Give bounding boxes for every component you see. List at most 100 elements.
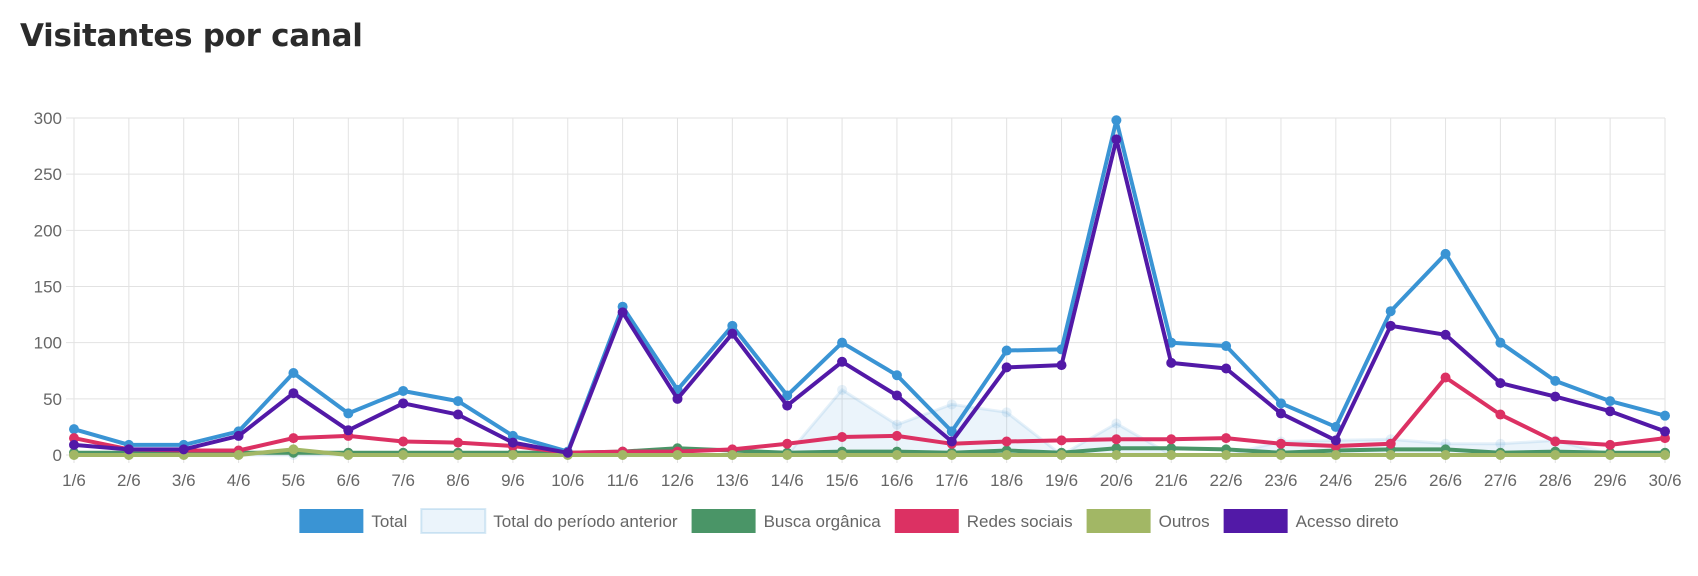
- data-point[interactable]: [1440, 372, 1451, 383]
- data-point[interactable]: [1056, 435, 1067, 446]
- legend-item-total-do-periodo-anterior[interactable]: Total do período anterior: [420, 508, 678, 534]
- legend-item-redes-sociais[interactable]: Redes sociais: [894, 509, 1073, 533]
- data-point[interactable]: [343, 408, 354, 419]
- legend-item-acesso-direto[interactable]: Acesso direto: [1223, 509, 1399, 533]
- data-point[interactable]: [1056, 450, 1067, 460]
- data-point[interactable]: [727, 328, 738, 339]
- data-point[interactable]: [1111, 434, 1122, 445]
- data-point[interactable]: [891, 370, 902, 381]
- data-point[interactable]: [288, 444, 299, 455]
- data-point[interactable]: [69, 439, 79, 450]
- data-point[interactable]: [1660, 426, 1670, 437]
- data-point[interactable]: [946, 399, 957, 410]
- data-point[interactable]: [1111, 134, 1122, 145]
- legend-item-total[interactable]: Total: [299, 509, 407, 533]
- data-point[interactable]: [1550, 391, 1561, 402]
- data-point[interactable]: [1495, 438, 1506, 449]
- data-point[interactable]: [233, 450, 244, 460]
- data-point[interactable]: [1660, 410, 1670, 421]
- data-point[interactable]: [1550, 450, 1561, 460]
- data-point[interactable]: [782, 450, 793, 460]
- data-point[interactable]: [1660, 450, 1670, 460]
- data-point[interactable]: [1605, 450, 1616, 460]
- data-point[interactable]: [1330, 435, 1341, 446]
- data-point[interactable]: [288, 433, 299, 444]
- data-point[interactable]: [1111, 418, 1122, 429]
- data-point[interactable]: [1385, 306, 1396, 317]
- data-point[interactable]: [1001, 345, 1012, 356]
- data-point[interactable]: [507, 437, 518, 448]
- data-point[interactable]: [1495, 450, 1506, 460]
- data-point[interactable]: [453, 396, 464, 407]
- data-point[interactable]: [453, 437, 464, 448]
- data-point[interactable]: [782, 400, 793, 411]
- data-point[interactable]: [1001, 450, 1012, 460]
- data-point[interactable]: [1275, 438, 1286, 449]
- data-point[interactable]: [562, 447, 573, 458]
- data-point[interactable]: [1001, 436, 1012, 447]
- chart-legend[interactable]: Total Total do período anterior Busca orgâ…: [299, 508, 1399, 534]
- data-point[interactable]: [1111, 450, 1122, 460]
- data-point[interactable]: [343, 450, 354, 460]
- data-point[interactable]: [1221, 341, 1232, 352]
- data-point[interactable]: [891, 450, 902, 460]
- data-point[interactable]: [1056, 360, 1067, 371]
- data-point[interactable]: [1550, 375, 1561, 386]
- data-point[interactable]: [288, 388, 299, 399]
- data-point[interactable]: [69, 424, 79, 435]
- data-point[interactable]: [343, 425, 354, 436]
- legend-item-busca-organica[interactable]: Busca orgânica: [691, 509, 882, 533]
- data-point[interactable]: [837, 432, 848, 443]
- data-point[interactable]: [617, 450, 628, 460]
- data-point[interactable]: [727, 450, 738, 460]
- data-point[interactable]: [1166, 450, 1177, 460]
- data-point[interactable]: [1221, 363, 1232, 374]
- data-point[interactable]: [1605, 396, 1616, 407]
- data-point[interactable]: [288, 367, 299, 378]
- data-point[interactable]: [1385, 320, 1396, 331]
- data-point[interactable]: [837, 356, 848, 367]
- data-point[interactable]: [1330, 450, 1341, 460]
- data-point[interactable]: [1605, 406, 1616, 417]
- data-point[interactable]: [1440, 450, 1451, 460]
- data-point[interactable]: [233, 430, 244, 441]
- data-point[interactable]: [837, 337, 848, 348]
- data-point[interactable]: [617, 307, 628, 318]
- legend-item-outros[interactable]: Outros: [1086, 509, 1210, 533]
- data-point[interactable]: [1440, 248, 1451, 259]
- data-point[interactable]: [782, 390, 793, 401]
- data-point[interactable]: [1605, 439, 1616, 450]
- data-point[interactable]: [1111, 115, 1122, 126]
- data-point[interactable]: [1275, 398, 1286, 409]
- data-point[interactable]: [837, 450, 848, 460]
- data-point[interactable]: [891, 430, 902, 441]
- data-point[interactable]: [123, 444, 134, 455]
- data-point[interactable]: [1166, 357, 1177, 368]
- data-point[interactable]: [1495, 409, 1506, 420]
- data-point[interactable]: [1275, 408, 1286, 419]
- data-point[interactable]: [1385, 450, 1396, 460]
- data-point[interactable]: [178, 444, 189, 455]
- data-point[interactable]: [727, 320, 738, 331]
- data-point[interactable]: [1166, 434, 1177, 445]
- data-point[interactable]: [1001, 362, 1012, 373]
- data-point[interactable]: [1550, 436, 1561, 447]
- data-point[interactable]: [946, 450, 957, 460]
- data-point[interactable]: [672, 393, 683, 404]
- data-point[interactable]: [1385, 438, 1396, 449]
- data-point[interactable]: [398, 398, 409, 409]
- data-point[interactable]: [1221, 450, 1232, 460]
- data-point[interactable]: [1001, 407, 1012, 418]
- data-point[interactable]: [507, 450, 518, 460]
- data-point[interactable]: [1495, 337, 1506, 348]
- data-point[interactable]: [891, 390, 902, 401]
- data-point[interactable]: [453, 450, 464, 460]
- data-point[interactable]: [946, 426, 957, 437]
- data-point[interactable]: [1495, 378, 1506, 389]
- data-point[interactable]: [69, 450, 79, 460]
- data-point[interactable]: [398, 385, 409, 396]
- data-point[interactable]: [1221, 433, 1232, 444]
- data-point[interactable]: [782, 438, 793, 449]
- data-point[interactable]: [946, 436, 957, 447]
- data-point[interactable]: [1330, 421, 1341, 432]
